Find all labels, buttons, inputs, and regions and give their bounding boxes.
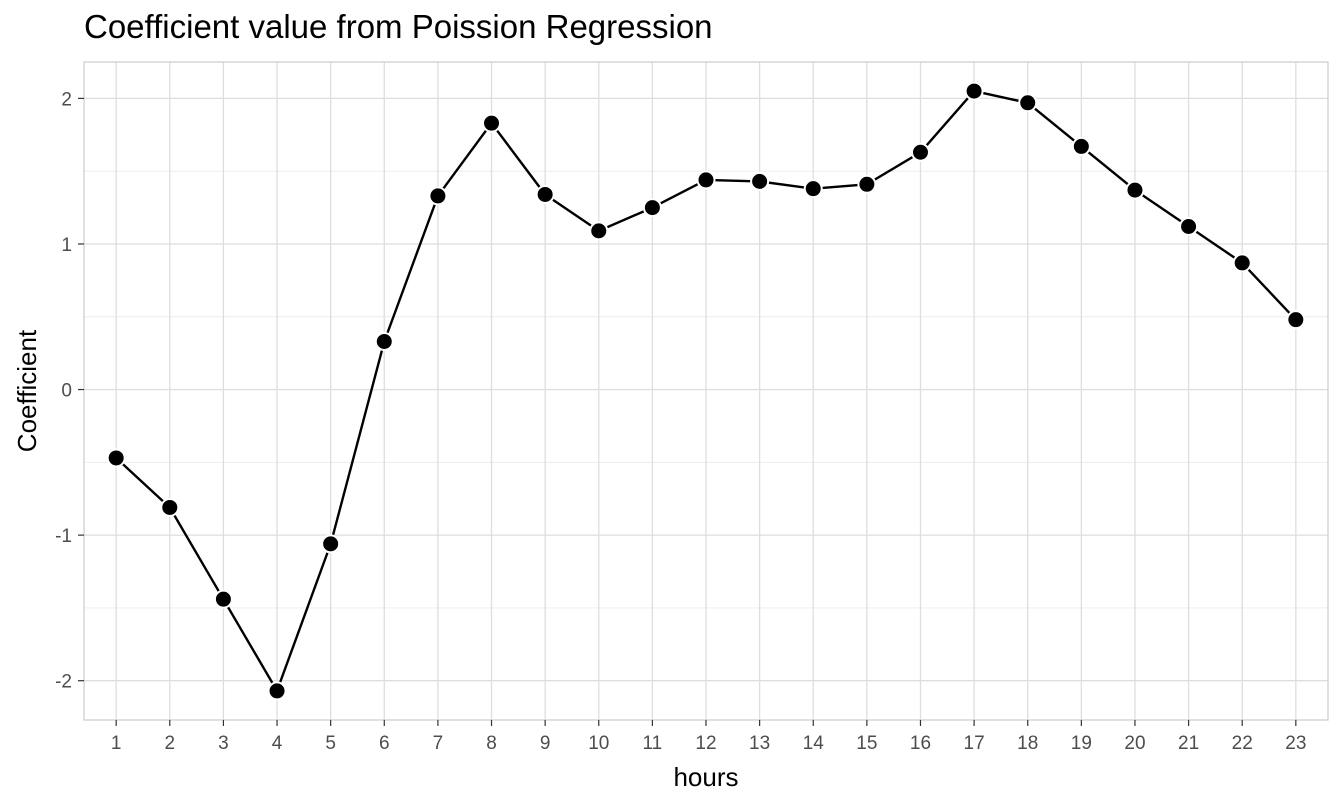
y-tick-label: -1 — [55, 526, 72, 547]
x-tick-label: 13 — [749, 733, 770, 754]
grid-lines — [84, 62, 1328, 720]
data-point — [535, 184, 555, 204]
x-tick-label: 6 — [379, 733, 390, 754]
data-point — [160, 497, 180, 517]
x-axis-label: hours — [673, 762, 738, 792]
data-point — [482, 113, 502, 133]
x-tick-label: 1 — [111, 733, 122, 754]
data-point — [696, 170, 716, 190]
data-point — [213, 589, 233, 609]
x-tick-label: 10 — [588, 733, 609, 754]
x-tick-label: 8 — [486, 733, 497, 754]
x-tick-label: 16 — [910, 733, 931, 754]
data-point — [910, 142, 930, 162]
series-coefficient — [106, 81, 1306, 701]
x-tick-label: 21 — [1178, 733, 1199, 754]
data-point — [803, 179, 823, 199]
x-tick-label: 9 — [540, 733, 551, 754]
x-tick-label: 15 — [856, 733, 877, 754]
x-tick-label: 20 — [1124, 733, 1145, 754]
x-tick-label: 11 — [643, 733, 663, 754]
data-point — [750, 171, 770, 191]
data-point — [1125, 180, 1145, 200]
data-point — [642, 198, 662, 218]
y-axis-label: Coefficient — [12, 329, 42, 452]
x-tick-label: 2 — [165, 733, 176, 754]
x-tick-label: 23 — [1285, 733, 1306, 754]
data-point — [857, 174, 877, 194]
y-tick-label: 2 — [61, 89, 72, 110]
data-point — [267, 681, 287, 701]
data-point — [374, 332, 394, 352]
x-tick-label: 17 — [964, 733, 985, 754]
data-point — [964, 81, 984, 101]
data-point — [428, 186, 448, 206]
x-tick-label: 22 — [1232, 733, 1253, 754]
data-point — [106, 448, 126, 468]
data-point — [589, 221, 609, 241]
y-tick-label: 1 — [61, 235, 72, 256]
x-tick-label: 14 — [803, 733, 825, 754]
data-point — [1018, 93, 1038, 113]
data-point — [1071, 136, 1091, 156]
y-tick-label: -2 — [55, 672, 72, 693]
x-tick-label: 19 — [1071, 733, 1092, 754]
chart-title: Coefficient value from Poission Regressi… — [84, 8, 713, 45]
x-tick-label: 7 — [433, 733, 444, 754]
x-tick-label: 5 — [325, 733, 336, 754]
x-tick-label: 12 — [695, 733, 716, 754]
data-point — [321, 534, 341, 554]
x-tick-label: 18 — [1017, 733, 1038, 754]
y-tick-label: 0 — [61, 381, 72, 402]
x-tick-label: 4 — [272, 733, 283, 754]
data-point — [1179, 217, 1199, 236]
data-point — [1286, 310, 1306, 330]
data-point — [1232, 253, 1252, 273]
x-tick-label: 3 — [218, 733, 229, 754]
